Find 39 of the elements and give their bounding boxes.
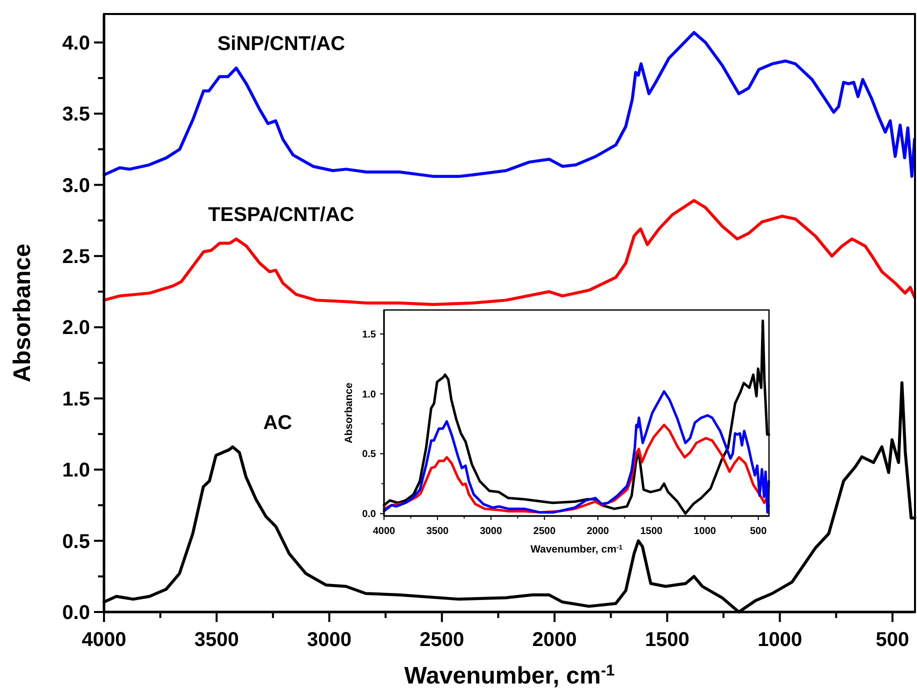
line-series [102,199,916,306]
x-tick-label: 2500 [533,526,556,537]
x-tick-label: 1000 [694,526,716,537]
y-tick-label: 0.0 [362,509,376,520]
x-tick-label: 4000 [372,526,396,537]
y-tick-label: 0.0 [62,602,90,624]
line-series [382,390,770,514]
series-label: SiNP/CNT/AC [217,33,346,56]
x-axis-title: Wavenumber, cm$^{-1}$ [404,662,616,690]
series-label: TESPA/CNT/AC [208,204,354,226]
y-tick-label: 0.5 [362,449,376,460]
x-tick-label: 1500 [640,526,663,537]
x-tick-label: 500 [876,629,910,651]
y-tick-label: 3.0 [62,174,90,197]
y-tick-label: 2.0 [62,317,90,340]
y-axis-title: Absorbance [9,244,36,382]
y-tick-label: 1.0 [62,460,90,482]
x-tick-label: 3500 [194,629,239,651]
y-tick-label: 1.5 [62,388,90,410]
x-tick-label: 2000 [586,526,610,537]
x-tick-label: 3500 [426,526,450,537]
x-tick-label: 2000 [532,629,577,651]
line-series [102,31,916,178]
y-tick-label: 1.0 [362,389,376,400]
y-axis-title: Absorbance [343,382,355,444]
x-tick-label: 3000 [307,629,352,651]
series-label: AC [263,412,292,434]
y-tick-label: 3.5 [62,104,90,126]
y-tick-label: 0.5 [62,530,90,553]
x-tick-label: 4000 [82,629,126,651]
x-tick-label: 2500 [420,629,464,651]
x-axis-title: Wavenumber, cm$^{-1}$ [530,544,623,556]
y-tick-label: 4.0 [62,32,90,54]
x-tick-label: 1500 [644,629,690,651]
y-tick-label: 1.5 [362,329,376,340]
x-tick-label: 1000 [758,629,802,651]
y-tick-label: 2.5 [62,246,90,268]
x-tick-label: 3000 [480,526,503,537]
x-tick-label: 500 [750,526,768,537]
